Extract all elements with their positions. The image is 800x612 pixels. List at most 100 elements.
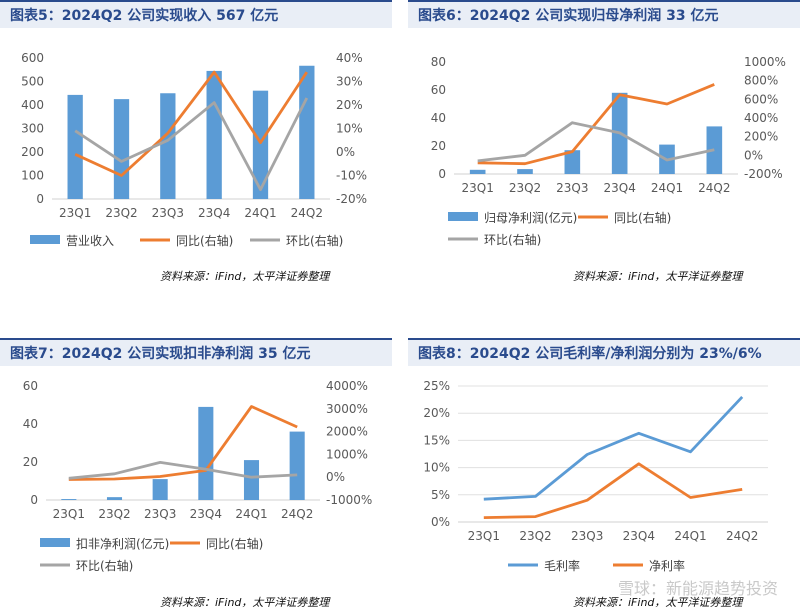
legend-label: 营业收入	[66, 234, 114, 248]
x-axis-tick-label: 24Q2	[726, 529, 758, 543]
left-axis-tick-label: 100	[21, 169, 44, 183]
right-axis-tick-label: 600%	[744, 92, 778, 106]
x-axis-tick-label: 23Q4	[190, 507, 222, 521]
bar	[517, 169, 533, 174]
source-note: 资料来源：iFind，太平洋证券整理	[573, 270, 743, 283]
left-axis-tick-label: 40	[431, 111, 446, 125]
left-axis-tick-label: 0%	[431, 515, 450, 529]
source-note: 资料来源：iFind，太平洋证券整理	[160, 270, 330, 283]
legend-label: 同比(右轴)	[206, 536, 263, 551]
x-axis-tick-label: 23Q4	[623, 529, 655, 543]
x-axis-tick-label: 24Q1	[235, 507, 267, 521]
x-axis-tick-label: 23Q3	[571, 529, 603, 543]
bar	[252, 90, 269, 199]
x-axis-tick-label: 23Q3	[144, 507, 176, 521]
x-axis-tick-label: 23Q4	[603, 181, 635, 195]
x-axis-tick-label: 23Q4	[198, 206, 230, 220]
left-axis-tick-label: 15%	[423, 433, 450, 447]
right-axis-tick-label: 4000%	[326, 379, 368, 393]
left-axis-tick-label: 0	[30, 493, 38, 507]
left-axis-tick-label: 25%	[423, 379, 450, 393]
chart-svg: 0% 5% 10% 15% 20% 25% 23Q1 23Q2 23Q3 23Q4 24Q1 24Q2…	[423, 379, 768, 573]
right-axis-tick-label: -200%	[744, 167, 783, 181]
chart-panel-deducted-profit: 图表7：2024Q2 公司实现扣非净利润 35 亿元 0 20 40 60 -1000%…	[0, 338, 392, 611]
bar	[67, 94, 83, 199]
bar	[243, 460, 260, 500]
bar	[152, 479, 168, 500]
left-axis-tick-label: 200	[21, 145, 44, 159]
right-axis-tick-label: 10%	[336, 122, 363, 136]
left-axis-tick-label: 20	[23, 455, 38, 469]
legend-swatch	[448, 212, 478, 221]
x-axis-tick-label: 23Q1	[59, 206, 91, 220]
bar	[289, 431, 305, 500]
x-axis-tick-label: 23Q1	[461, 181, 493, 195]
left-axis-tick-label: 10%	[423, 461, 450, 475]
bar	[299, 65, 315, 199]
series-line	[74, 97, 309, 192]
x-axis-tick-label: 24Q1	[244, 206, 276, 220]
left-axis-tick-label: 400	[21, 98, 44, 112]
right-axis-tick-label: -1000%	[326, 493, 372, 507]
series-line	[68, 405, 298, 481]
right-axis-tick-label: 400%	[744, 111, 778, 125]
bar	[469, 169, 486, 174]
left-axis-tick-label: 60	[431, 83, 446, 97]
x-axis-tick-label: 23Q2	[519, 529, 551, 543]
left-axis-tick-label: 20	[431, 139, 446, 153]
right-axis-tick-label: 800%	[744, 74, 778, 88]
x-axis-tick-label: 23Q3	[556, 181, 588, 195]
x-axis-tick-label: 23Q2	[98, 507, 130, 521]
right-axis-tick-label: 200%	[744, 130, 778, 144]
bar	[206, 70, 222, 199]
x-axis-tick-label: 24Q2	[281, 507, 313, 521]
chart-title: 图表5：2024Q2 公司实现收入 567 亿元	[0, 0, 392, 28]
left-axis-tick-label: 500	[21, 75, 44, 89]
x-axis-tick-label: 23Q2	[509, 181, 541, 195]
right-axis-tick-label: 2000%	[326, 425, 368, 439]
x-axis-tick-label: 24Q1	[674, 529, 706, 543]
chart-svg: 0 20 40 60 80 -200% 0% 200% 400% 600% 800% 1000% 23Q…	[431, 55, 786, 247]
legend-label: 扣非净利润(亿元)	[76, 536, 169, 551]
legend-label: 归母净利润(亿元)	[484, 210, 577, 225]
bar	[160, 93, 176, 199]
legend-label: 同比(右轴)	[176, 233, 233, 248]
right-axis-tick-label: 1000%	[744, 55, 786, 69]
chart-panel-net-profit: 图表6：2024Q2 公司实现归母净利润 33 亿元 0 20 40 60 80 -200…	[408, 0, 800, 300]
chart-title: 图表7：2024Q2 公司实现扣非净利润 35 亿元	[0, 338, 392, 366]
left-axis-tick-label: 40	[23, 417, 38, 431]
legend-label: 环比(右轴)	[286, 233, 343, 248]
legend-swatch	[40, 538, 70, 547]
source-note: 资料来源：iFind，太平洋证券整理	[160, 596, 330, 609]
x-axis-tick-label: 23Q3	[152, 206, 184, 220]
legend-label: 净利率	[649, 558, 685, 573]
bar	[564, 150, 581, 174]
left-axis-tick-label: 5%	[431, 488, 450, 502]
left-axis-tick-label: 600	[21, 51, 44, 65]
x-axis-tick-label: 24Q1	[651, 181, 683, 195]
x-axis-tick-label: 23Q1	[468, 529, 500, 543]
chart-title: 图表8：2024Q2 公司毛利率/净利润分别为 23%/6%	[408, 338, 800, 366]
right-axis-tick-label: 0%	[336, 145, 355, 159]
series-line	[477, 121, 715, 163]
left-axis-tick-label: 60	[23, 379, 38, 393]
series-line	[74, 70, 308, 177]
legend-label: 毛利率	[544, 558, 580, 573]
legend-label: 同比(右轴)	[614, 210, 671, 225]
x-axis-tick-label: 24Q2	[698, 181, 730, 195]
chart-svg: 0 100 200 300 400 500 600 -20% -10% 0% 10% 20% 30% 40…	[21, 51, 367, 248]
legend-swatch	[30, 235, 60, 244]
bar	[198, 406, 214, 500]
left-axis-tick-label: 20%	[423, 406, 450, 420]
left-axis-tick-label: 0	[36, 192, 44, 206]
series-line	[477, 83, 715, 166]
series-line	[68, 461, 298, 480]
x-axis-tick-label: 23Q2	[105, 206, 137, 220]
right-axis-tick-label: -10%	[336, 169, 367, 183]
right-axis-tick-label: 0%	[744, 148, 763, 162]
right-axis-tick-label: 3000%	[326, 402, 368, 416]
left-axis-tick-label: 0	[438, 167, 446, 181]
right-axis-tick-label: 30%	[336, 75, 363, 89]
right-axis-tick-label: 0%	[326, 470, 345, 484]
watermark: 雪球：新能源趋势投资	[617, 579, 778, 598]
